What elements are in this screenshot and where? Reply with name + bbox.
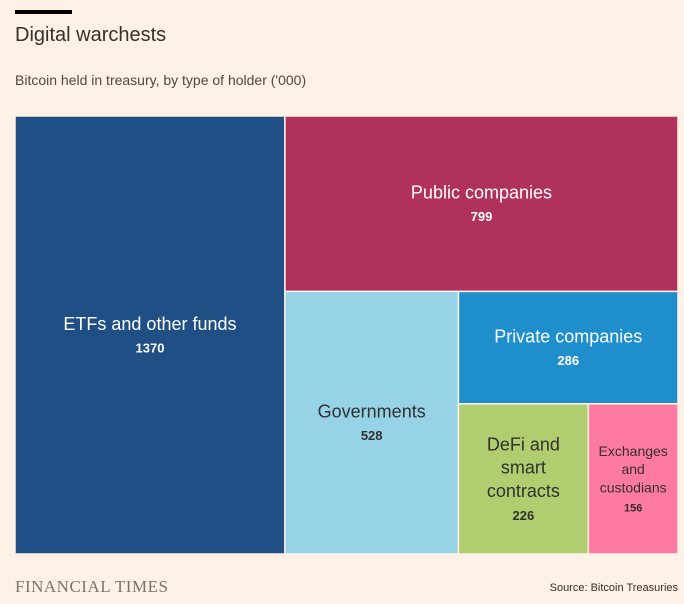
- source-note: Source: Bitcoin Treasuries: [549, 582, 678, 594]
- top-rule: [15, 10, 72, 14]
- treemap-cell-public-companies: [284, 115, 679, 293]
- treemap-cell-exchanges-and-custodians: [587, 403, 679, 555]
- chart-subtitle: Bitcoin held in treasury, by type of hol…: [15, 72, 307, 88]
- treemap-cell-private-companies: [457, 290, 679, 405]
- treemap-cell-defi-and-smart-contracts: [457, 403, 590, 555]
- treemap-cell-etfs-and-other-funds: [14, 115, 286, 555]
- treemap-value-private-companies: 286: [557, 353, 579, 368]
- treemap-label-private-companies: Private companies: [494, 326, 642, 346]
- treemap-label-defi-and-smart-contracts: DeFi and smart contracts: [487, 434, 560, 501]
- treemap-value-etfs-and-other-funds: 1370: [136, 341, 165, 356]
- treemap-value-defi-and-smart-contracts: 226: [513, 508, 535, 523]
- treemap-cell-governments: [284, 290, 460, 555]
- treemap-value-governments: 528: [361, 428, 383, 443]
- treemap-value-exchanges-and-custodians: 156: [624, 503, 642, 515]
- ft-logo: FINANCIAL TIMES: [15, 577, 169, 596]
- chart-title: Digital warchests: [15, 24, 167, 46]
- treemap-label-governments: Governments: [318, 401, 426, 421]
- treemap-label-exchanges-and-custodians: Exchanges and custodians: [599, 443, 668, 495]
- treemap-value-public-companies: 799: [471, 209, 493, 224]
- treemap-label-etfs-and-other-funds: ETFs and other funds: [63, 314, 236, 334]
- treemap-label-public-companies: Public companies: [411, 182, 552, 202]
